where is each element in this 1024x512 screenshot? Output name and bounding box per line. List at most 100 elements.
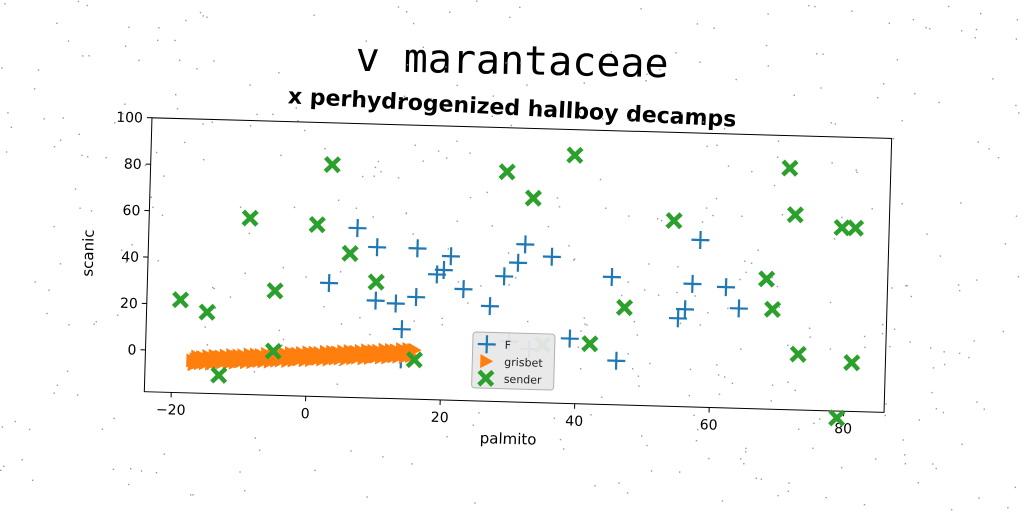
speckle-dot	[122, 113, 124, 115]
speckle-dot	[767, 65, 769, 67]
speckle-dot	[323, 306, 325, 308]
speckle-dot	[980, 12, 982, 15]
speckle-dot	[958, 289, 961, 292]
speckle-dot	[841, 216, 843, 219]
speckle-dot	[935, 408, 938, 410]
speckle-dot	[437, 150, 440, 152]
speckle-dot	[825, 496, 827, 499]
speckle-dot	[618, 482, 620, 484]
speckle-dot	[59, 263, 62, 265]
sender-point	[615, 298, 634, 317]
data-marks	[171, 146, 865, 427]
speckle-dot	[721, 500, 724, 502]
speckle-dot	[305, 276, 307, 278]
speckle-dot	[456, 84, 458, 87]
speckle-dot	[324, 147, 326, 150]
speckle-dot	[74, 188, 77, 190]
speckle-dot	[713, 27, 715, 29]
speckle-dot	[56, 384, 59, 386]
speckle-dot	[717, 374, 720, 376]
speckle-dot	[871, 208, 873, 210]
speckle-dot	[403, 95, 406, 97]
speckle-dot	[59, 139, 62, 141]
speckle-dot	[718, 393, 721, 395]
speckle-dot	[131, 244, 133, 246]
speckle-dot	[977, 141, 979, 143]
f-point	[691, 230, 710, 250]
speckle-dot	[492, 95, 495, 97]
speckle-dot	[929, 28, 931, 30]
speckle-dot	[163, 453, 166, 455]
speckle-dot	[5, 151, 8, 153]
speckle-dot	[976, 279, 978, 281]
speckle-dot	[62, 117, 64, 119]
f-point	[683, 274, 702, 293]
speckle-dot	[902, 439, 904, 441]
speckle-dot	[822, 53, 824, 55]
f-point	[407, 288, 426, 307]
speckle-dot	[643, 289, 646, 291]
speckle-dot	[202, 123, 204, 125]
grisbet-marker	[408, 342, 422, 357]
speckle-dot	[365, 40, 367, 42]
speckle-dot	[46, 312, 48, 315]
speckle-dot	[976, 401, 978, 403]
speckle-dot	[601, 396, 603, 398]
speckle-dot	[740, 348, 742, 350]
legend-marker-f	[477, 335, 496, 354]
speckle-dot	[1017, 276, 1020, 278]
f-point	[434, 260, 453, 280]
speckle-dot	[430, 98, 433, 100]
speckle-dot	[113, 417, 115, 420]
speckle-dot	[724, 376, 726, 378]
speckle-dot	[905, 285, 907, 287]
y-tick-label: 100	[116, 110, 143, 127]
speckle-dot	[441, 323, 443, 326]
speckle-dot	[973, 340, 975, 342]
speckle-dot	[904, 463, 907, 465]
speckle-dot	[621, 294, 623, 297]
speckle-dot	[943, 351, 945, 353]
f-point	[441, 247, 460, 266]
speckle-dot	[889, 345, 891, 348]
speckle-dot	[43, 118, 45, 120]
speckle-dot	[809, 336, 811, 338]
speckle-dot	[694, 295, 696, 297]
speckle-dot	[947, 5, 950, 8]
speckle-dot	[53, 146, 56, 148]
speckle-dot	[731, 382, 734, 384]
speckle-dot	[446, 436, 448, 438]
speckle-dot	[48, 289, 50, 291]
speckle-dot	[833, 238, 836, 240]
sender-point	[241, 209, 259, 227]
speckle-dot	[771, 276, 774, 279]
speckle-dot	[382, 456, 384, 458]
legend-label: grisbet	[504, 356, 543, 370]
speckle-dot	[456, 220, 458, 222]
f-point	[560, 329, 579, 348]
speckle-dot	[377, 160, 380, 163]
speckle-dot	[891, 287, 893, 289]
speckle-dot	[90, 210, 93, 212]
speckle-dot	[696, 23, 699, 25]
y-tick-label: 0	[127, 342, 136, 358]
speckle-dot	[580, 330, 582, 332]
speckle-dot	[82, 55, 84, 57]
speckle-dot	[583, 82, 585, 84]
speckle-dot	[740, 458, 742, 460]
speckle-dot	[196, 68, 198, 70]
plot-area: −20 0 20 40 60 80 0 20 40 60 80 100 palmito scanic Fg…	[79, 110, 893, 449]
speckle-dot	[1002, 330, 1004, 333]
speckle-dot	[282, 266, 284, 269]
speckle-dot	[295, 107, 297, 109]
speckle-dot	[526, 84, 528, 86]
speckle-dot	[239, 206, 242, 208]
speckle-dot	[412, 233, 414, 235]
speckle-dot	[819, 418, 821, 420]
speckle-dot	[10, 126, 13, 128]
speckle-dot	[446, 157, 448, 159]
speckle-dot	[630, 118, 632, 120]
speckle-dot	[491, 225, 493, 227]
speckle-dot	[579, 368, 582, 370]
